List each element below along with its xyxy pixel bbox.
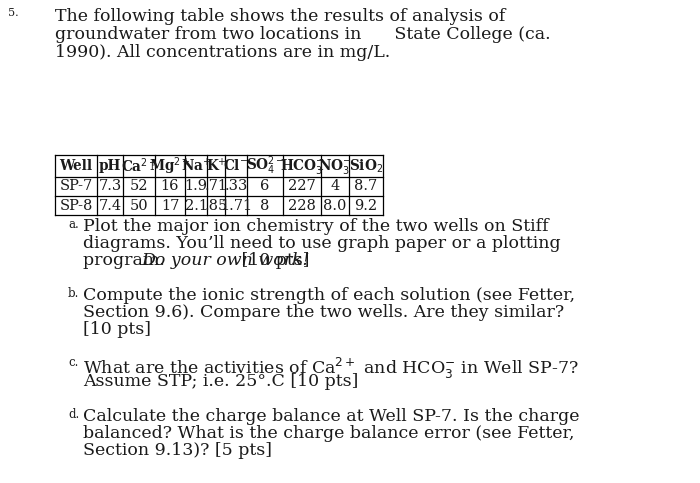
Text: Compute the ionic strength of each solution (see Fetter,: Compute the ionic strength of each solut… [83, 287, 575, 304]
Text: Plot the major ion chemistry of the two wells on Stiff: Plot the major ion chemistry of the two … [83, 218, 549, 235]
Text: [10 pts]: [10 pts] [83, 321, 151, 338]
Text: 8.7: 8.7 [354, 180, 377, 194]
Text: 16: 16 [161, 180, 179, 194]
Text: 17: 17 [161, 199, 179, 213]
Text: K$^{+}$: K$^{+}$ [206, 157, 227, 175]
Text: Ca$^{2+}$: Ca$^{2+}$ [120, 156, 158, 175]
Text: balanced? What is the charge balance error (see Fetter,: balanced? What is the charge balance err… [83, 425, 575, 442]
Text: 2.1: 2.1 [185, 199, 207, 213]
Text: 1.9: 1.9 [185, 180, 207, 194]
Text: 7.4: 7.4 [99, 199, 122, 213]
Text: Do your own work!: Do your own work! [141, 252, 309, 269]
Text: a.: a. [68, 218, 78, 231]
Text: Well: Well [60, 159, 92, 173]
Text: SP-7: SP-7 [60, 180, 92, 194]
Text: 50: 50 [130, 199, 148, 213]
Text: .33: .33 [224, 180, 248, 194]
Text: diagrams. You’ll need to use graph paper or a plotting: diagrams. You’ll need to use graph paper… [83, 235, 561, 252]
Text: .71: .71 [204, 180, 228, 194]
Text: 52: 52 [130, 180, 148, 194]
Text: 228: 228 [288, 199, 316, 213]
Text: pH: pH [99, 159, 121, 173]
Text: Calculate the charge balance at Well SP-7. Is the charge: Calculate the charge balance at Well SP-… [83, 408, 580, 425]
Text: groundwater from two locations in      State College (ca.: groundwater from two locations in State … [55, 26, 551, 43]
Text: 227: 227 [288, 180, 316, 194]
Text: c.: c. [68, 356, 78, 369]
Text: HCO$_3^{-}$: HCO$_3^{-}$ [280, 156, 324, 175]
Text: 8: 8 [260, 199, 270, 213]
Text: 6: 6 [260, 180, 270, 194]
Text: What are the activities of Ca$^{2+}$ and HCO$_3^{-}$ in Well SP-7?: What are the activities of Ca$^{2+}$ and… [83, 356, 579, 381]
Text: Assume STP; i.e. 25°.C [10 pts]: Assume STP; i.e. 25°.C [10 pts] [83, 373, 358, 390]
Text: program.: program. [83, 252, 170, 269]
Text: SiO$_2$: SiO$_2$ [349, 157, 383, 175]
Text: b.: b. [68, 287, 79, 300]
Text: 4: 4 [330, 180, 340, 194]
Text: 7.3: 7.3 [99, 180, 122, 194]
Text: Section 9.13)? [5 pts]: Section 9.13)? [5 pts] [83, 442, 272, 459]
Text: SP-8: SP-8 [60, 199, 92, 213]
Text: [10 pts]: [10 pts] [236, 252, 309, 269]
Text: .85: .85 [204, 199, 228, 213]
Text: Cl$^{-}$: Cl$^{-}$ [223, 158, 248, 173]
Text: NO$_3^{-}$: NO$_3^{-}$ [318, 156, 351, 175]
Text: SO$_4^{2-}$: SO$_4^{2-}$ [246, 155, 284, 177]
Text: 1.71: 1.71 [220, 199, 252, 213]
Text: d.: d. [68, 408, 79, 421]
Text: Na$^{+}$: Na$^{+}$ [181, 157, 211, 175]
Text: Mg$^{2+}$: Mg$^{2+}$ [149, 155, 191, 177]
Text: Section 9.6). Compare the two wells. Are they similar?: Section 9.6). Compare the two wells. Are… [83, 304, 564, 321]
Text: 8.0: 8.0 [323, 199, 346, 213]
Text: 1990). All concentrations are in mg/L.: 1990). All concentrations are in mg/L. [55, 44, 391, 61]
Text: 9.2: 9.2 [354, 199, 377, 213]
Text: 5.: 5. [8, 8, 19, 18]
Text: The following table shows the results of analysis of: The following table shows the results of… [55, 8, 505, 25]
